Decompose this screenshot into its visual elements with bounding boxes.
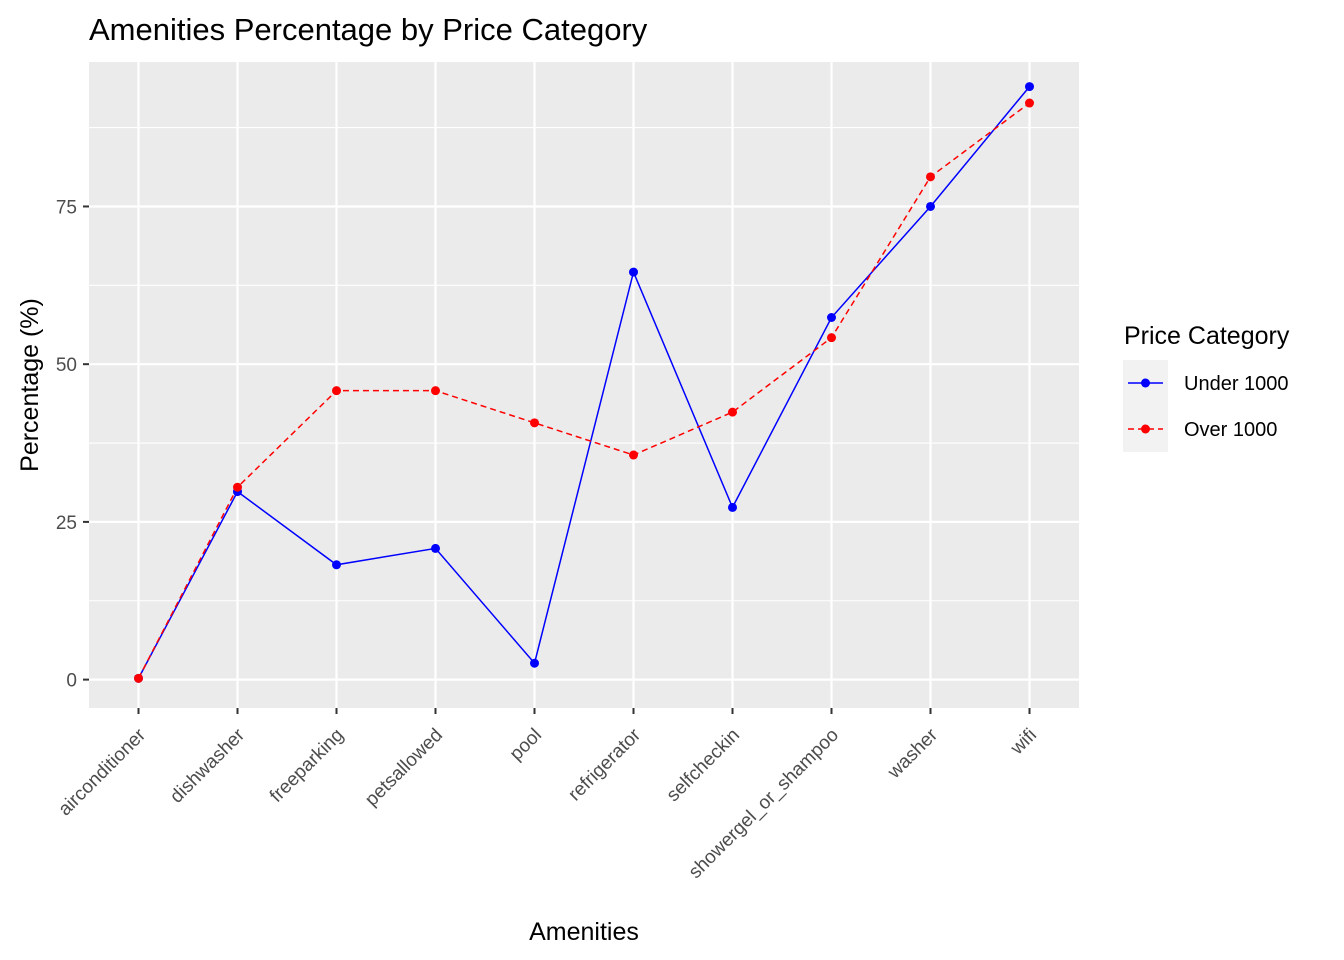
x-tick-label: wifi bbox=[1006, 725, 1041, 760]
x-tick-label: airconditioner bbox=[55, 724, 151, 820]
x-axis: airconditioner dishwasher freeparking petsa… bbox=[55, 708, 1041, 883]
y-tick-label: 0 bbox=[66, 671, 77, 692]
data-point bbox=[530, 418, 539, 428]
x-axis-title: Amenities bbox=[529, 918, 639, 946]
data-point bbox=[926, 201, 935, 211]
legend-key-background bbox=[1123, 360, 1168, 452]
minor-gridlines bbox=[89, 127, 1079, 602]
chart-title: Amenities Percentage by Price Category bbox=[89, 12, 648, 47]
data-point bbox=[728, 407, 737, 417]
y-axis: 0 25 50 75 bbox=[56, 197, 89, 692]
data-point bbox=[530, 658, 539, 668]
data-point bbox=[827, 333, 836, 343]
data-point bbox=[431, 386, 440, 396]
x-tick-label: dishwasher bbox=[166, 724, 249, 807]
legend: Price Category Under 1000 Over 1000 bbox=[1123, 322, 1290, 452]
series-lines bbox=[137, 86, 1031, 679]
data-point bbox=[332, 386, 341, 396]
series-points bbox=[134, 82, 1034, 683]
x-tick-label: selfcheckin bbox=[663, 725, 744, 806]
data-point bbox=[134, 673, 143, 683]
y-tick-label: 25 bbox=[56, 513, 77, 534]
series-line-1 bbox=[137, 86, 1031, 679]
data-point bbox=[431, 543, 440, 553]
data-point bbox=[629, 450, 638, 460]
x-tick-label: petsallowed bbox=[361, 725, 447, 811]
data-point bbox=[629, 267, 638, 277]
data-point bbox=[926, 172, 935, 182]
series-line-2 bbox=[137, 102, 1030, 679]
x-tick-label: freeparking bbox=[266, 725, 348, 807]
y-axis-title: Percentage (%) bbox=[16, 298, 44, 472]
x-tick-label: pool bbox=[506, 725, 546, 765]
x-tick-label: refrigerator bbox=[564, 724, 645, 805]
y-tick-label: 75 bbox=[56, 197, 77, 218]
y-tick-label: 50 bbox=[56, 355, 77, 376]
data-point bbox=[827, 312, 836, 322]
legend-key-point bbox=[1141, 424, 1150, 434]
legend-label: Under 1000 bbox=[1184, 373, 1289, 395]
x-tick-label: washer bbox=[883, 724, 942, 783]
legend-key-point bbox=[1141, 378, 1150, 388]
data-point bbox=[332, 560, 341, 570]
legend-title: Price Category bbox=[1124, 322, 1290, 350]
major-gridlines bbox=[89, 62, 1079, 708]
data-point bbox=[1025, 98, 1034, 108]
data-point bbox=[728, 502, 737, 512]
legend-label: Over 1000 bbox=[1184, 419, 1277, 441]
data-point bbox=[1025, 82, 1034, 92]
data-point bbox=[233, 482, 242, 492]
